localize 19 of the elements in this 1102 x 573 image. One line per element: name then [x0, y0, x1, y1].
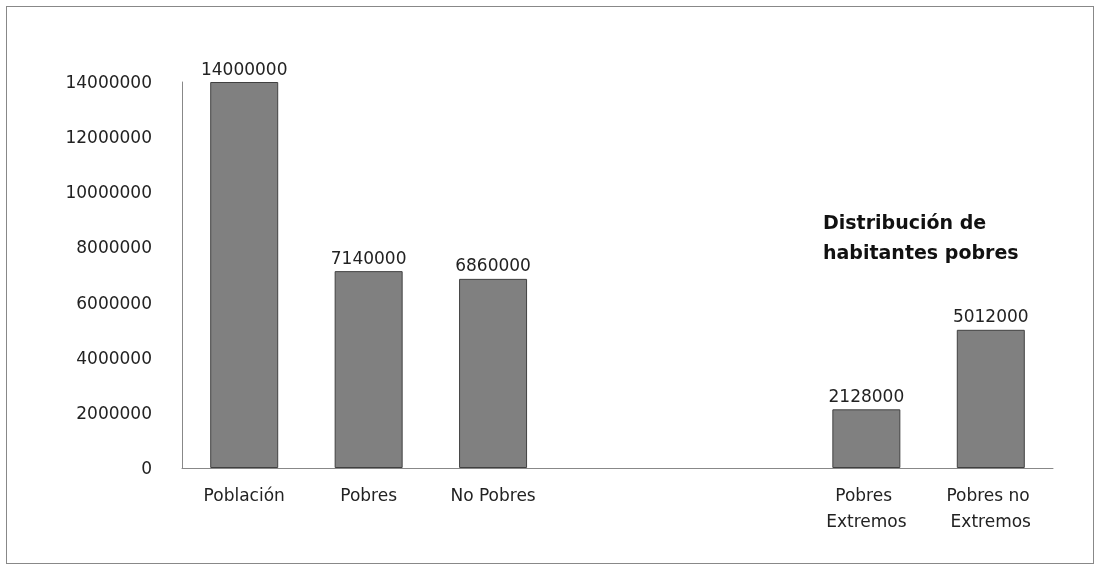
data-label: 2128000	[828, 385, 905, 406]
y-tick-label: 10000000	[65, 182, 152, 203]
x-tick-label: Pobres	[340, 485, 398, 505]
y-tick-label: 12000000	[65, 127, 152, 148]
y-tick-label: 4000000	[76, 347, 152, 368]
y-tick-label: 0	[141, 458, 152, 478]
data-label: 7140000	[330, 247, 407, 268]
data-label: 6860000	[455, 255, 531, 276]
y-tick-label: 6000000	[76, 292, 152, 313]
y-tick-label: 2000000	[76, 402, 152, 423]
annotation: Distribución de habitantes pobres	[823, 211, 1019, 263]
y-tick-label: 8000000	[76, 237, 152, 258]
x-tick-label: Población	[203, 485, 285, 505]
x-tick-label: Pobres Extremos	[826, 485, 907, 531]
y-tick-label: 14000000	[65, 72, 152, 92]
data-label: 5012000	[952, 306, 1029, 327]
x-tick-label: No Pobres	[450, 485, 536, 505]
x-tick-label: Pobres no Extremos	[946, 485, 1036, 531]
data-label: 14000000	[200, 58, 288, 79]
